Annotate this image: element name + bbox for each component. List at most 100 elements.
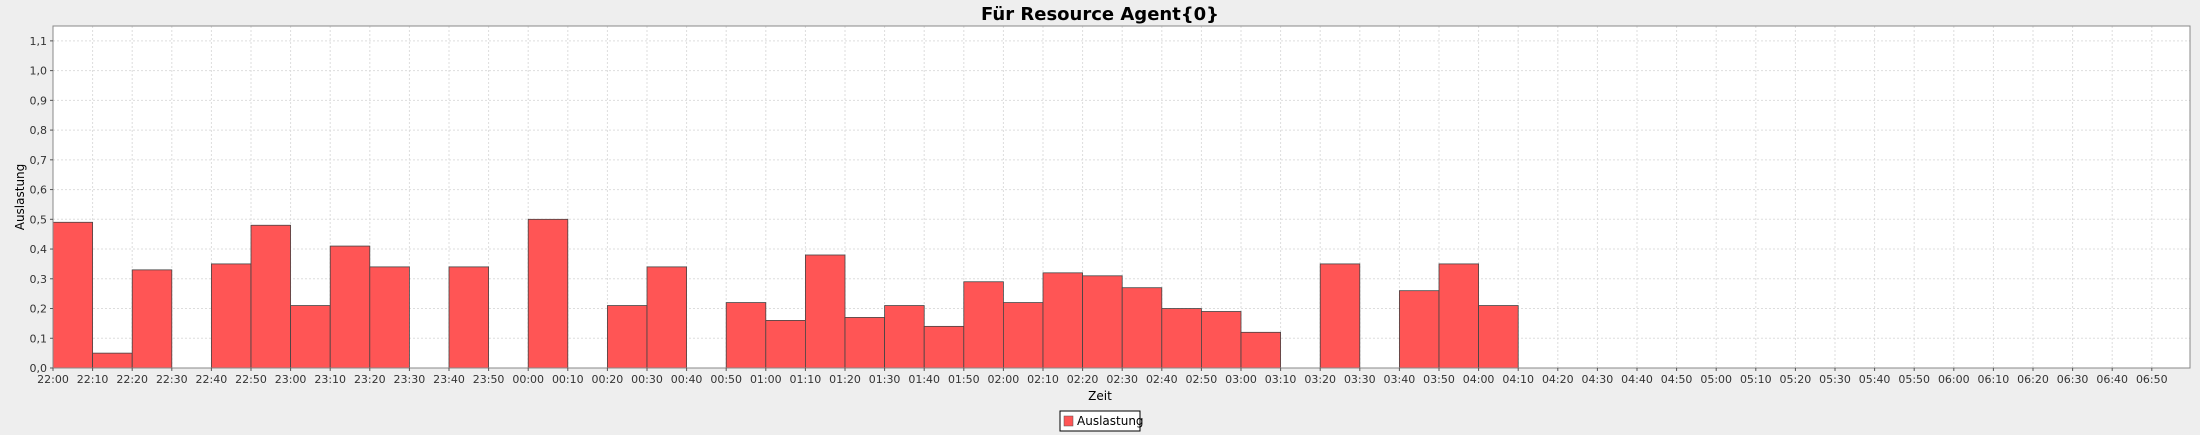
bar xyxy=(1201,311,1242,369)
bar xyxy=(1082,275,1123,369)
bar xyxy=(765,320,806,369)
x-tick-label: 04:50 xyxy=(1661,373,1693,386)
x-tick-label: 04:40 xyxy=(1621,373,1653,386)
x-tick-label: 22:30 xyxy=(156,373,188,386)
y-axis-label: Auslastung xyxy=(13,164,27,231)
x-tick-label: 22:50 xyxy=(235,373,267,386)
x-tick-label: 22:10 xyxy=(77,373,109,386)
bar xyxy=(1003,302,1044,369)
x-tick-label: 00:10 xyxy=(552,373,584,386)
x-tick-label: 06:10 xyxy=(1978,373,2010,386)
x-tick-label: 22:00 xyxy=(37,373,69,386)
x-tick-label: 05:50 xyxy=(1898,373,1930,386)
x-tick-label: 00:40 xyxy=(671,373,703,386)
bar xyxy=(884,305,925,369)
x-tick-label: 03:10 xyxy=(1265,373,1297,386)
y-tick-label: 0,3 xyxy=(30,273,48,286)
legend-swatch xyxy=(1063,415,1074,427)
bar xyxy=(1161,308,1202,369)
x-tick-label: 02:10 xyxy=(1027,373,1059,386)
bar xyxy=(250,224,291,369)
bar xyxy=(329,245,371,369)
x-tick-label: 01:10 xyxy=(790,373,822,386)
x-tick-label: 06:40 xyxy=(2096,373,2128,386)
x-tick-label: 01:00 xyxy=(750,373,782,386)
y-tick-label: 0,6 xyxy=(30,184,48,197)
y-tick-label: 1,1 xyxy=(30,35,48,48)
x-tick-label: 03:20 xyxy=(1304,373,1336,386)
x-tick-label: 23:30 xyxy=(394,373,426,386)
bar xyxy=(923,325,965,369)
x-tick-label: 06:30 xyxy=(2057,373,2089,386)
x-tick-label: 02:40 xyxy=(1146,373,1178,386)
x-tick-label: 00:20 xyxy=(592,373,624,386)
x-tick-label: 01:40 xyxy=(908,373,940,386)
y-tick-label: 0,5 xyxy=(30,213,48,226)
x-tick-label: 01:30 xyxy=(869,373,901,386)
legend-label: Auslastung xyxy=(1077,414,1144,428)
bar xyxy=(52,221,93,369)
bar xyxy=(92,352,133,369)
x-tick-label: 02:50 xyxy=(1186,373,1218,386)
bars xyxy=(52,218,1519,369)
x-tick-label: 01:50 xyxy=(948,373,980,386)
bar xyxy=(1399,290,1440,369)
y-tick-label: 0,8 xyxy=(30,124,48,137)
bar xyxy=(131,269,173,369)
x-tick-label: 05:40 xyxy=(1859,373,1891,386)
x-tick-label: 03:50 xyxy=(1423,373,1455,386)
x-tick-label: 00:50 xyxy=(710,373,742,386)
bar xyxy=(210,263,252,369)
x-tick-label: 02:00 xyxy=(988,373,1020,386)
x-tick-label: 03:00 xyxy=(1225,373,1257,386)
x-tick-label: 05:00 xyxy=(1700,373,1732,386)
x-tick-label: 23:50 xyxy=(473,373,505,386)
legend: Auslastung xyxy=(1059,410,1144,432)
x-tick-label: 02:20 xyxy=(1067,373,1099,386)
bar xyxy=(844,317,885,369)
bar xyxy=(290,305,331,369)
bar xyxy=(369,266,410,369)
y-tick-label: 0,4 xyxy=(30,243,48,256)
y-tick-label: 0,1 xyxy=(30,332,48,345)
y-tick-label: 0,7 xyxy=(30,154,48,167)
x-tick-label: 04:30 xyxy=(1582,373,1614,386)
plot-border xyxy=(52,25,2191,369)
x-tick-label: 23:10 xyxy=(314,373,346,386)
y-tick-label: 0,9 xyxy=(30,94,48,107)
bar xyxy=(1042,272,1083,369)
chart-title: Für Resource Agent{0} xyxy=(981,4,1219,25)
x-tick-label: 00:00 xyxy=(512,373,544,386)
bar xyxy=(1438,263,1479,369)
x-tick-label: 06:50 xyxy=(2136,373,2168,386)
x-tick-label: 22:20 xyxy=(116,373,148,386)
x-axis-label: Zeit xyxy=(1088,389,1112,403)
bar xyxy=(1121,287,1163,369)
x-tick-label: 06:20 xyxy=(2017,373,2049,386)
x-tick-label: 05:30 xyxy=(1819,373,1851,386)
x-tick-label: 05:20 xyxy=(1780,373,1812,386)
x-tick-label: 02:30 xyxy=(1106,373,1138,386)
x-tick-label: 04:10 xyxy=(1502,373,1534,386)
y-tick-label: 0,0 xyxy=(30,362,48,375)
x-tick-label: 04:00 xyxy=(1463,373,1495,386)
bar xyxy=(607,305,648,369)
x-tick-label: 22:40 xyxy=(196,373,228,386)
x-tick-label: 00:30 xyxy=(631,373,663,386)
x-tick-label: 23:40 xyxy=(433,373,465,386)
bar xyxy=(646,266,687,369)
x-tick-label: 23:00 xyxy=(275,373,307,386)
bar xyxy=(1240,331,1281,369)
x-tick-label: 01:20 xyxy=(829,373,861,386)
x-tick-label: 05:10 xyxy=(1740,373,1772,386)
y-tick-label: 0,2 xyxy=(30,303,48,316)
x-tick-label: 04:20 xyxy=(1542,373,1574,386)
bar xyxy=(448,266,489,369)
legend-box xyxy=(1059,410,1141,432)
y-tick-labels: 0,0 0,1 0,2 0,3 0,4 0,5 0,6 0,7 0,8 0,9 1,0 1,1 xyxy=(30,35,53,375)
bar xyxy=(527,218,569,369)
x-tick-labels: 22:00 22:10 22:20 22:30 22:40 22:50 23:00 23:10… xyxy=(37,368,2168,386)
y-tick-label: 1,0 xyxy=(30,65,48,78)
bar xyxy=(725,302,767,369)
